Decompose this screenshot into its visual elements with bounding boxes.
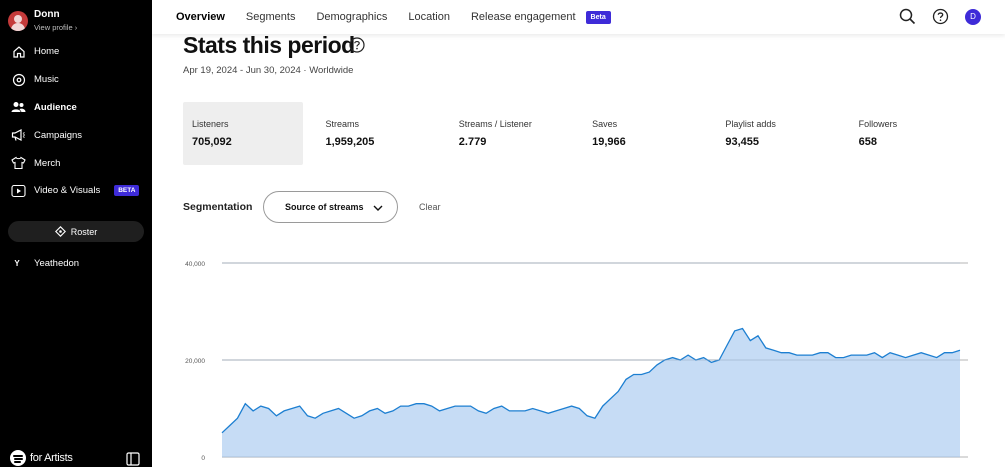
tab-list: Overview Segments Demographics Location … (176, 0, 611, 34)
tab-demographics[interactable]: Demographics (316, 11, 388, 23)
profile-link[interactable]: Donn View profile › (8, 8, 148, 34)
stat-value: 19,966 (592, 136, 626, 148)
top-nav: Overview Segments Demographics Location … (152, 0, 1005, 34)
sidebar-item-label: Video & Visuals (34, 185, 101, 197)
stat-playlist-adds[interactable]: Playlist adds 93,455 (716, 102, 849, 165)
sidebar-item-music[interactable]: Music (0, 66, 152, 94)
stat-value: 658 (858, 136, 878, 148)
series-area (222, 328, 960, 457)
beta-badge: Beta (585, 10, 611, 24)
stat-label: Followers (858, 119, 898, 129)
sidebar-item-label: Campaigns (34, 129, 83, 141)
sidebar-item-campaigns[interactable]: Campaigns (0, 121, 152, 149)
spotify-logo-icon (10, 450, 26, 466)
video-icon (11, 183, 26, 198)
sidebar-item-video-visuals[interactable]: Video & Visuals BETA (0, 177, 152, 205)
y-tick-label: 0 (201, 455, 205, 462)
user-avatar[interactable]: D (965, 8, 981, 25)
segmentation-select[interactable]: Source of streams (263, 191, 398, 223)
sidebar-item-label: Audience (34, 101, 77, 113)
stat-followers[interactable]: Followers 658 (850, 102, 983, 165)
stat-streams-per-listener[interactable]: Streams / Listener 2.779 (450, 102, 583, 165)
tab-release-engagement[interactable]: Release engagement (470, 11, 576, 23)
music-icon (11, 72, 26, 87)
collapse-sidebar-icon[interactable] (126, 452, 140, 467)
audience-icon (11, 100, 26, 115)
main-content: Stats this period Apr 19, 2024 - Jun 30,… (152, 0, 1005, 467)
sidebar-item-label: Merch (34, 157, 61, 169)
stats-row: Listeners 705,092 Streams 1,959,205 Stre… (183, 102, 983, 165)
segmentation-select-value: Source of streams (285, 202, 364, 212)
help-icon[interactable] (349, 37, 365, 58)
shirt-icon (11, 156, 26, 171)
artist-item[interactable]: Y Yeathedon (0, 254, 152, 272)
stat-label: Saves (592, 119, 618, 129)
artist-name: Yeathedon (34, 257, 80, 269)
page-title: Stats this period (183, 32, 355, 58)
stat-label: Listeners (192, 119, 229, 129)
stat-label: Streams (325, 119, 359, 129)
home-icon (11, 44, 26, 59)
tab-overview[interactable]: Overview (176, 11, 225, 23)
roster-label: Roster (70, 226, 98, 237)
spotify-for-artists-logo[interactable]: for Artists (10, 450, 73, 466)
roster-icon (54, 226, 66, 237)
series-line[interactable] (221, 327, 961, 434)
stat-value: 93,455 (725, 136, 760, 148)
stat-listeners[interactable]: Listeners 705,092 (183, 102, 304, 165)
sidebar-item-audience[interactable]: Audience (0, 94, 152, 122)
stat-value: 705,092 (192, 136, 232, 148)
sidebar-nav: Home Music Audience Campaigns Merch (0, 38, 152, 205)
profile-name: Donn (34, 9, 60, 21)
tab-location[interactable]: Location (408, 11, 450, 23)
date-range[interactable]: Apr 19, 2024 - Jun 30, 2024 · Worldwide (183, 65, 354, 76)
roster-button[interactable]: Roster (8, 221, 144, 242)
clear-button[interactable]: Clear (419, 202, 441, 212)
streams-chart: 40,000 20,000 0 (185, 261, 968, 462)
top-actions: D (883, 8, 981, 25)
segmentation-label: Segmentation (183, 201, 253, 213)
search-icon[interactable] (899, 8, 916, 25)
brand-text: for Artists (30, 452, 73, 464)
megaphone-icon (11, 128, 26, 143)
beta-badge: BETA (114, 185, 140, 197)
stat-label: Playlist adds (725, 119, 776, 129)
y-tick-label: 40,000 (185, 261, 205, 268)
sidebar: Donn View profile › Home Music Audience (0, 0, 152, 467)
stat-label: Streams / Listener (458, 119, 532, 129)
sidebar-item-merch[interactable]: Merch (0, 149, 152, 177)
avatar[interactable] (8, 11, 28, 31)
y-tick-label: 20,000 (185, 358, 205, 365)
sidebar-item-home[interactable]: Home (0, 38, 152, 66)
view-profile-link[interactable]: View profile › (34, 23, 78, 33)
artist-initial: Y (14, 258, 20, 268)
sidebar-item-label: Home (34, 46, 60, 58)
stat-saves[interactable]: Saves 19,966 (583, 102, 716, 165)
help-icon[interactable] (932, 8, 949, 25)
stat-streams[interactable]: Streams 1,959,205 (316, 102, 449, 165)
chevron-down-icon (372, 202, 384, 216)
sidebar-item-label: Music (34, 74, 59, 86)
stat-value: 2.779 (458, 136, 487, 148)
tab-segments[interactable]: Segments (245, 11, 296, 23)
stat-value: 1,959,205 (325, 136, 375, 148)
